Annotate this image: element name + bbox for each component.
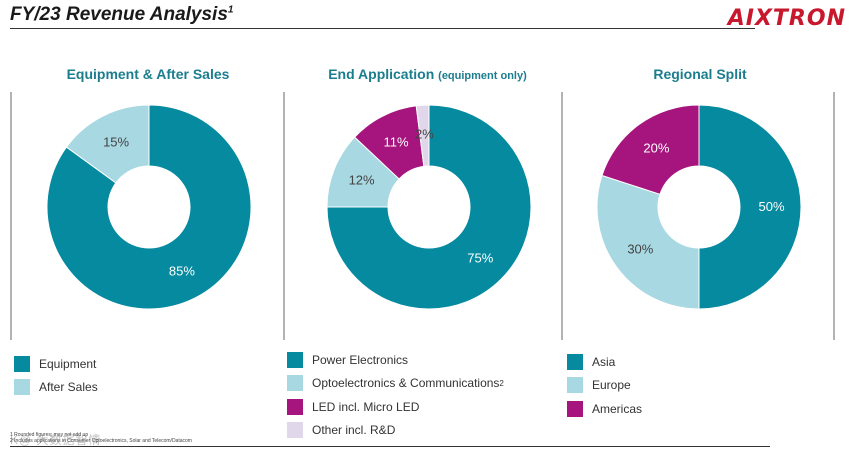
legend-item-power-electronics: Power Electronics <box>287 348 504 372</box>
legend-swatch <box>567 377 583 394</box>
legend-item-equipment: Equipment <box>14 352 98 376</box>
legend-swatch <box>287 398 303 415</box>
panel-title-end-application: End Application (equipment only) <box>328 66 527 82</box>
donut-data-label: 2% <box>415 127 434 142</box>
legend-item-optoelectronics: Optoelectronics & Communications 2 <box>287 372 504 396</box>
legend-end-application: Power Electronics Optoelectronics & Comm… <box>287 348 504 442</box>
footer-rule <box>10 446 770 447</box>
donut-chart-end-application: 75% 12% 11% 2% <box>326 104 532 310</box>
donut-data-label: 15% <box>103 134 129 149</box>
donut-data-label: 50% <box>758 199 784 214</box>
legend-item-after-sales: After Sales <box>14 376 98 400</box>
watermark: K@ 大数据智情 <box>10 433 102 447</box>
donut-data-label: 30% <box>627 242 653 257</box>
legend-swatch <box>287 351 303 368</box>
donut-slice-after-sales <box>65 104 150 184</box>
donut-data-label: 85% <box>169 264 195 279</box>
legend-swatch <box>287 375 303 392</box>
donut-slice-equipment <box>46 104 252 310</box>
donut-data-label: 11% <box>384 134 409 149</box>
legend-item-other: Other incl. R&D <box>287 419 504 443</box>
legend-regional: Asia Europe Americas <box>567 350 642 421</box>
donut-data-label: 75% <box>467 250 493 265</box>
donut-slice-other-incl-r-d <box>415 104 430 167</box>
legend-item-europe: Europe <box>567 374 642 398</box>
legend-item-americas: Americas <box>567 397 642 421</box>
legend-item-led: LED incl. Micro LED <box>287 395 504 419</box>
panel-title-equipment: Equipment & After Sales <box>66 66 230 82</box>
donut-data-label: 20% <box>643 140 669 155</box>
legend-item-asia: Asia <box>567 350 642 374</box>
legend-swatch <box>14 355 30 372</box>
donut-slice-americas <box>601 104 700 195</box>
donut-slice-asia <box>698 104 802 310</box>
legend-swatch <box>14 379 30 396</box>
legend-swatch <box>287 422 303 439</box>
legend-swatch <box>567 353 583 370</box>
footnote-1: 1 Rounded figures; may not add up <box>10 432 89 438</box>
divider-2 <box>561 92 563 340</box>
donut-slice-power-electronics <box>326 104 532 310</box>
donut-slice-europe <box>596 174 700 310</box>
donut-data-label: 12% <box>349 172 375 187</box>
divider-1 <box>283 92 285 340</box>
donut-chart-equipment: 85% 15% <box>46 104 252 310</box>
legend-equipment: Equipment After Sales <box>14 352 98 399</box>
donut-chart-regional: 50% 30% 20% <box>596 104 802 310</box>
title-underline <box>10 28 755 29</box>
slide-title: FY/23 Revenue Analysis1 <box>10 4 234 25</box>
left-divider <box>10 92 12 340</box>
footnote-2: 2 Includes applications in Consumer Opto… <box>10 438 192 444</box>
right-divider <box>833 92 835 340</box>
panel-title-regional: Regional Split <box>653 66 747 82</box>
legend-swatch <box>567 400 583 417</box>
footnotes: 1 Rounded figures; may not add up 2 Incl… <box>10 432 192 444</box>
aixtron-logo: AIXTRON <box>727 6 846 31</box>
